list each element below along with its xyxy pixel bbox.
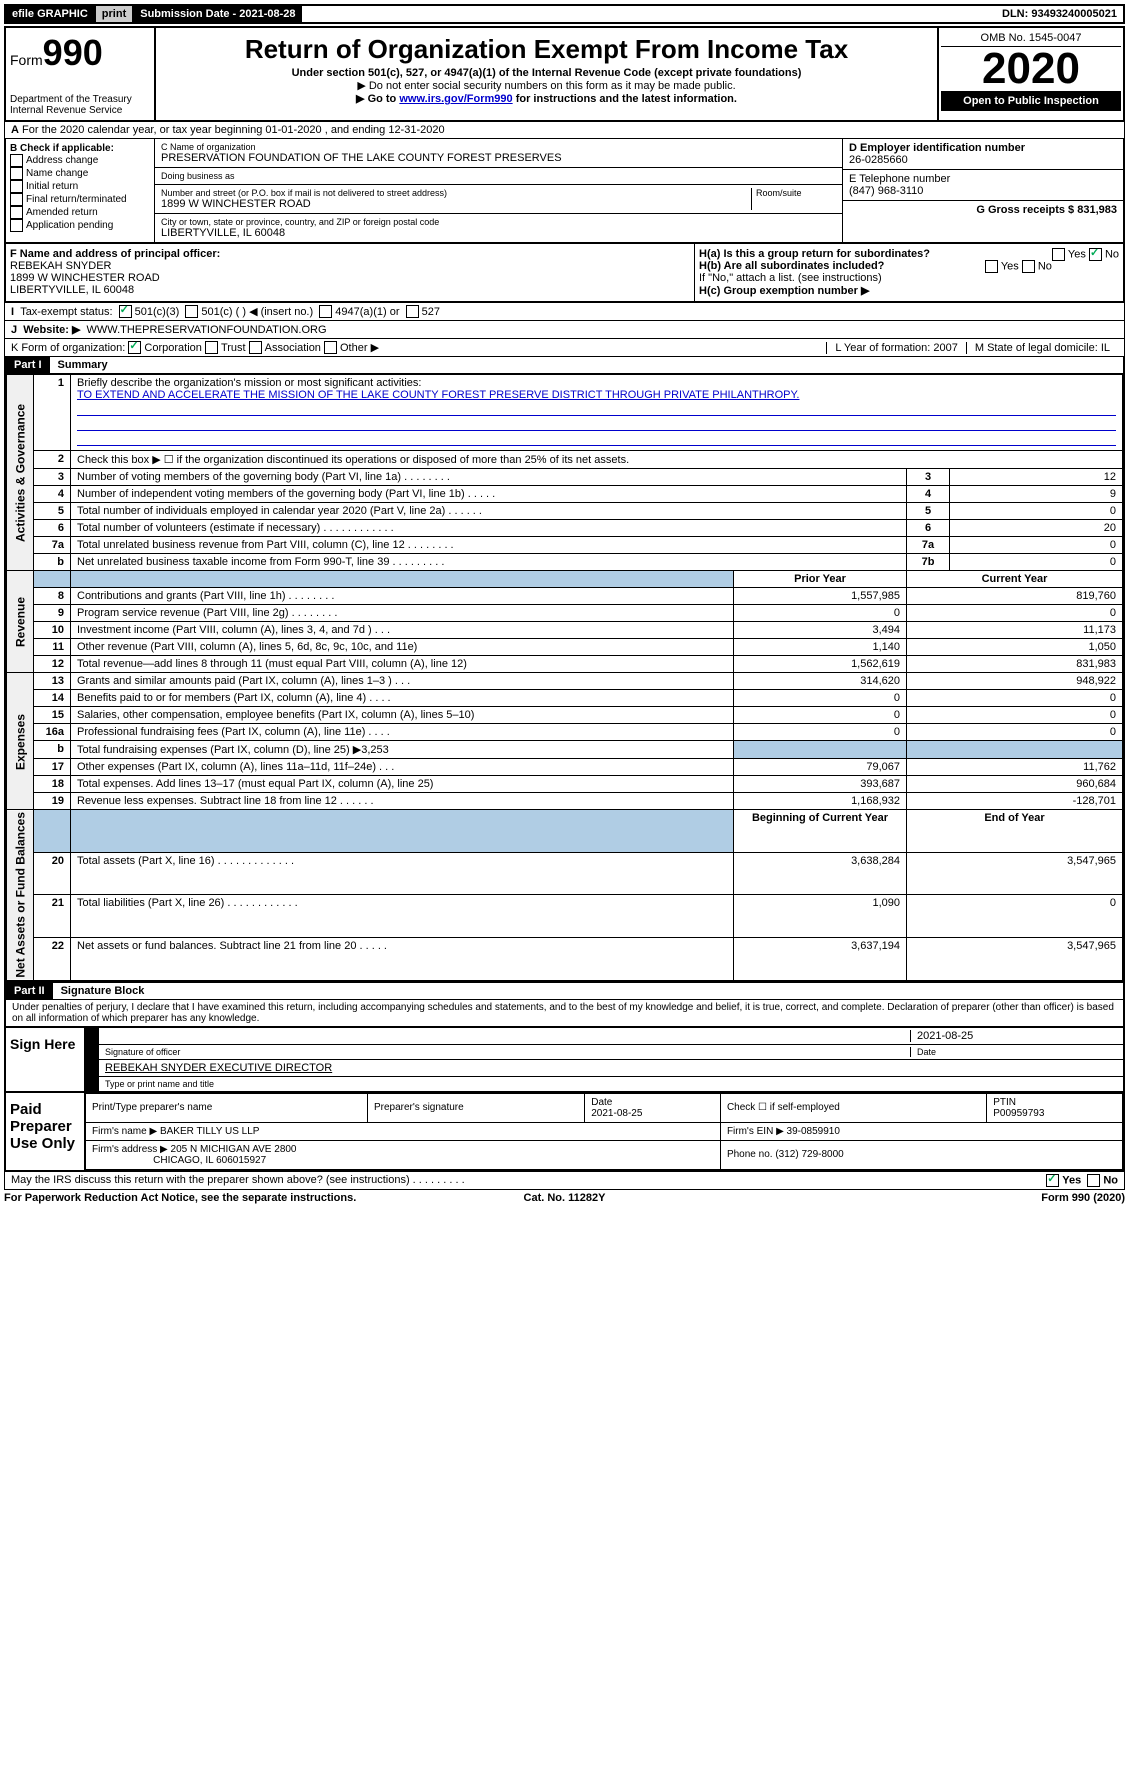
gross-receipts: G Gross receipts $ 831,983 — [843, 201, 1123, 219]
discuss-row: May the IRS discuss this return with the… — [4, 1172, 1125, 1190]
part-1-title: Summary — [50, 357, 116, 373]
tab-net-assets: Net Assets or Fund Balances — [7, 810, 34, 981]
check-501c3[interactable] — [119, 305, 132, 318]
top-bar: efile GRAPHIC print Submission Date - 20… — [4, 4, 1125, 24]
irs-link[interactable]: www.irs.gov/Form990 — [399, 93, 512, 105]
line-j: J Website: ▶ WWW.THEPRESERVATIONFOUNDATI… — [4, 321, 1125, 339]
state-domicile: M State of legal domicile: IL — [966, 342, 1118, 354]
subtitle-2: ▶ Do not enter social security numbers o… — [160, 79, 933, 92]
check-4947[interactable] — [319, 305, 332, 318]
line-klm: K Form of organization: Corporation Trus… — [4, 339, 1125, 357]
room-label: Room/suite — [751, 188, 836, 210]
part-1-header: Part I — [6, 357, 50, 373]
tab-expenses: Expenses — [7, 673, 34, 810]
subtitle-3: ▶ Go to www.irs.gov/Form990 for instruct… — [160, 92, 933, 105]
check-corp[interactable] — [128, 341, 141, 354]
check-address[interactable]: Address change — [10, 154, 150, 167]
ptin: P00959793 — [993, 1108, 1044, 1119]
discuss-no[interactable] — [1087, 1174, 1100, 1187]
city-state-zip: LIBERTYVILLE, IL 60048 — [161, 227, 836, 239]
check-name[interactable]: Name change — [10, 167, 150, 180]
h-c: H(c) Group exemption number ▶ — [699, 284, 1119, 297]
addr-label: Number and street (or P.O. box if mail i… — [161, 188, 751, 198]
h-b: H(b) Are all subordinates included? Yes … — [699, 260, 1119, 272]
discuss-yes[interactable] — [1046, 1174, 1059, 1187]
firm-ein: 39-0859910 — [787, 1126, 840, 1137]
officer-addr: 1899 W WINCHESTER ROAD — [10, 272, 690, 284]
tax-year: 2020 — [941, 47, 1121, 91]
preparer-phone: (312) 729-8000 — [775, 1149, 843, 1160]
org-name: PRESERVATION FOUNDATION OF THE LAKE COUN… — [161, 152, 836, 164]
form-number: Form990 — [10, 32, 150, 74]
perjury-text: Under penalties of perjury, I declare th… — [6, 1000, 1123, 1026]
officer-name: REBEKAH SNYDER — [10, 260, 690, 272]
part-2-title: Signature Block — [53, 983, 153, 999]
check-final[interactable]: Final return/terminated — [10, 193, 150, 206]
ein: 26-0285660 — [849, 154, 1117, 166]
part-2-header: Part II — [6, 983, 53, 999]
check-527[interactable] — [406, 305, 419, 318]
check-amended[interactable]: Amended return — [10, 206, 150, 219]
city-label: City or town, state or province, country… — [161, 217, 836, 227]
check-pending[interactable]: Application pending — [10, 219, 150, 232]
dln: DLN: 93493240005021 — [996, 6, 1123, 22]
officer-sig-name: REBEKAH SNYDER EXECUTIVE DIRECTOR — [105, 1062, 332, 1074]
submission-date: Submission Date - 2021-08-28 — [134, 6, 301, 22]
page-footer: For Paperwork Reduction Act Notice, see … — [4, 1192, 1125, 1204]
print-button[interactable]: print — [94, 6, 134, 22]
e-label: E Telephone number — [849, 173, 1117, 185]
b-label: B Check if applicable: — [10, 143, 150, 154]
year-formation: L Year of formation: 2007 — [826, 342, 966, 354]
f-label: F Name and address of principal officer: — [10, 248, 690, 260]
tab-revenue: Revenue — [7, 571, 34, 673]
dept-label: Department of the Treasury Internal Reve… — [10, 94, 150, 116]
form-header: Form990 Department of the Treasury Inter… — [4, 26, 1125, 122]
sign-here-block: Sign Here 2021-08-25 Signature of office… — [4, 1028, 1125, 1093]
tab-governance: Activities & Governance — [7, 375, 34, 571]
check-trust[interactable] — [205, 341, 218, 354]
check-other[interactable] — [324, 341, 337, 354]
d-label: D Employer identification number — [849, 142, 1117, 154]
sign-here-label: Sign Here — [6, 1028, 85, 1091]
check-assoc[interactable] — [249, 341, 262, 354]
c-name-label: C Name of organization — [161, 142, 836, 152]
entity-block: B Check if applicable: Address change Na… — [4, 139, 1125, 244]
open-public: Open to Public Inspection — [941, 91, 1121, 111]
check-initial[interactable]: Initial return — [10, 180, 150, 193]
subtitle-1: Under section 501(c), 527, or 4947(a)(1)… — [160, 67, 933, 79]
h-note: If "No," attach a list. (see instruction… — [699, 272, 1119, 284]
form-title: Return of Organization Exempt From Incom… — [160, 34, 933, 65]
website: WWW.THEPRESERVATIONFOUNDATION.ORG — [87, 324, 327, 336]
check-501c[interactable] — [185, 305, 198, 318]
officer-city: LIBERTYVILLE, IL 60048 — [10, 284, 690, 296]
efile-button[interactable]: efile GRAPHIC — [6, 6, 94, 22]
dba-label: Doing business as — [155, 168, 842, 185]
phone: (847) 968-3110 — [849, 185, 1117, 197]
line-i: I Tax-exempt status: 501(c)(3) 501(c) ( … — [4, 303, 1125, 321]
h-a: H(a) Is this a group return for subordin… — [699, 248, 1119, 260]
mission-text: TO EXTEND AND ACCELERATE THE MISSION OF … — [77, 389, 799, 401]
paid-preparer-label: Paid Preparer Use Only — [6, 1093, 85, 1170]
firm-name: BAKER TILLY US LLP — [160, 1126, 260, 1137]
street-address: 1899 W WINCHESTER ROAD — [161, 198, 751, 210]
line-a: A For the 2020 calendar year, or tax yea… — [4, 122, 1125, 139]
summary-table: Activities & Governance 1 Briefly descri… — [6, 374, 1123, 981]
paid-preparer-block: Paid Preparer Use Only Print/Type prepar… — [4, 1093, 1125, 1172]
